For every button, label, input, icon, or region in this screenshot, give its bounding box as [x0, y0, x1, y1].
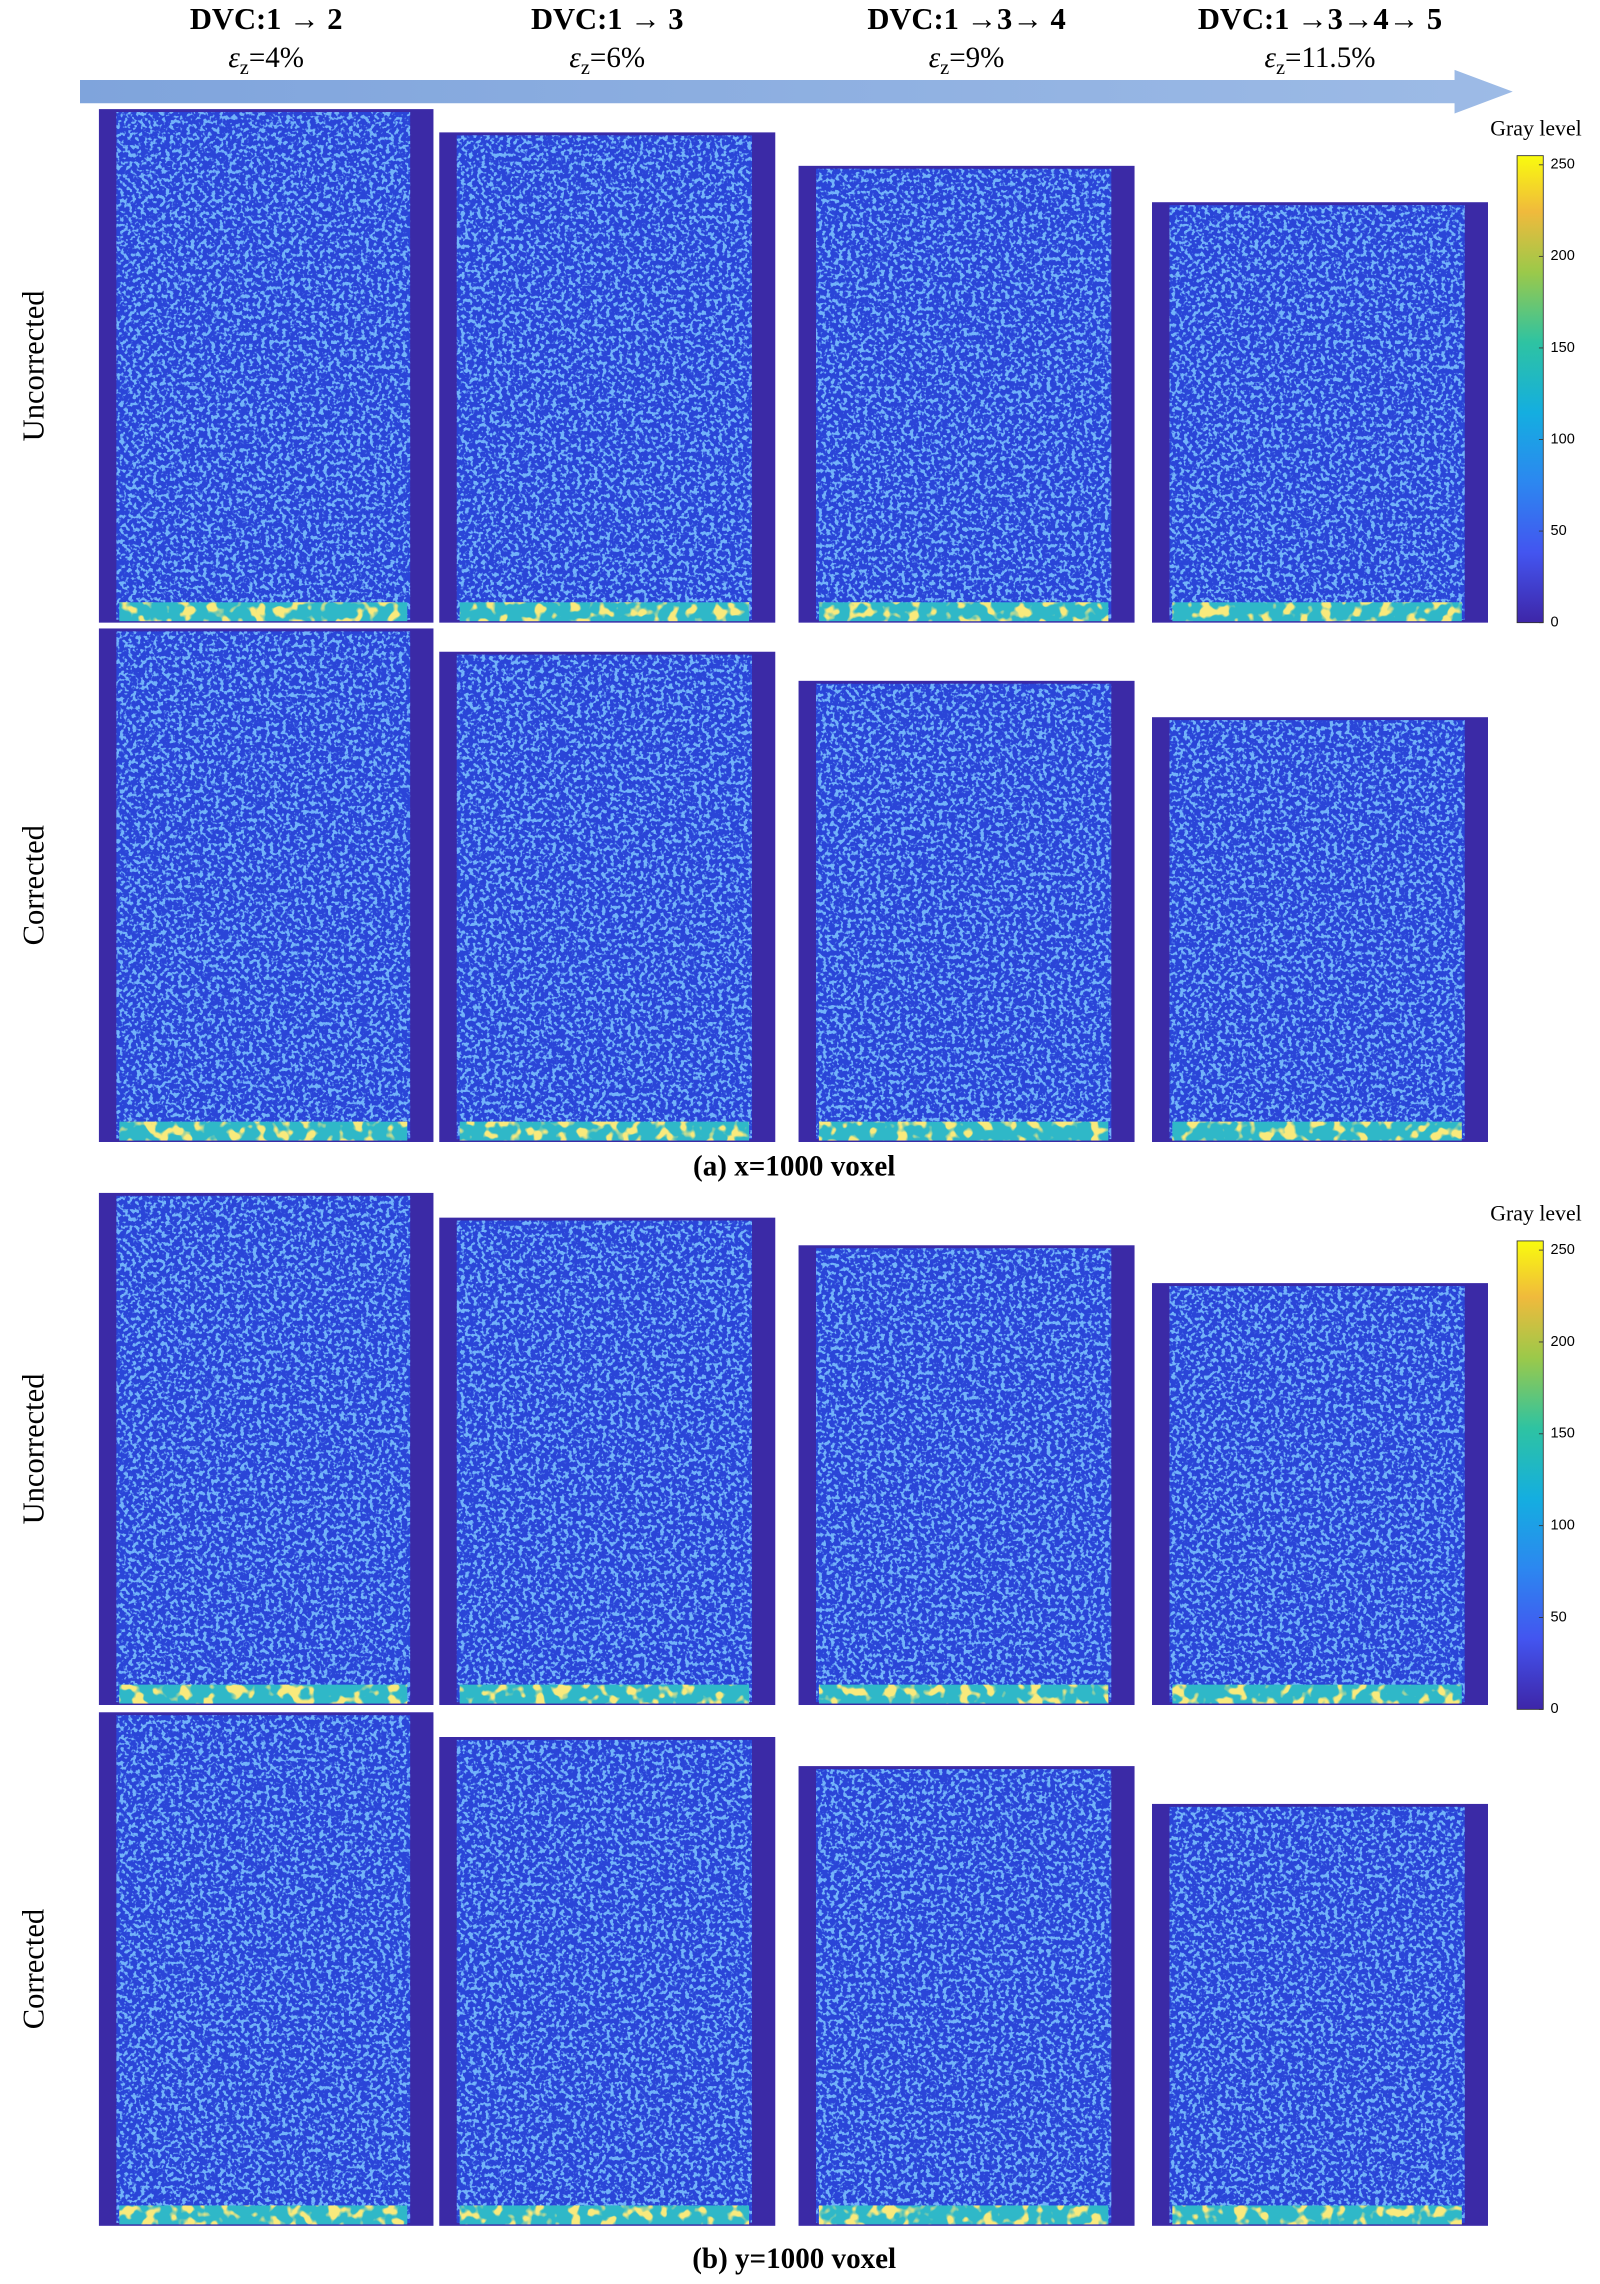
slice-texture — [456, 135, 752, 620]
strain-symbol: ε — [929, 42, 941, 74]
slice-base-texture — [459, 2205, 750, 2225]
slice-texture — [1169, 720, 1465, 1140]
slice-base-texture — [818, 602, 1109, 622]
colorbar-tick-label: 150 — [1551, 1426, 1575, 1442]
slice-base-texture — [119, 1684, 408, 1704]
colorbar — [1516, 1240, 1544, 1710]
slice-texture — [456, 1739, 752, 2223]
slice-texture — [456, 1220, 752, 1703]
column-title: DVC:1 →3→4→ 5 — [1198, 2, 1442, 36]
slice-base-texture — [119, 602, 408, 622]
strain-subscript: z — [1276, 57, 1285, 79]
strain-symbol: ε — [1265, 42, 1277, 74]
colorbar-tick-label: 200 — [1551, 1334, 1575, 1350]
colorbar-label: Gray level — [1490, 1202, 1581, 1226]
strain-subscript: z — [940, 57, 949, 79]
slice-texture — [1169, 1286, 1465, 1703]
strain-subscript: z — [581, 57, 590, 79]
colorbar-label: Gray level — [1490, 116, 1581, 140]
slice-base-texture — [1172, 1684, 1462, 1704]
slice-base-texture — [119, 2205, 408, 2225]
colorbar-tick-label: 200 — [1551, 248, 1575, 264]
slice-texture — [816, 683, 1112, 1140]
slice-texture — [816, 1769, 1112, 2223]
strain-value: =9% — [949, 42, 1004, 74]
colorbar-tick-label: 150 — [1551, 340, 1575, 356]
column-strain: εz=9% — [929, 42, 1005, 79]
progress-arrow — [80, 69, 1513, 114]
strain-value: =11.5% — [1285, 42, 1375, 74]
slice-base-texture — [459, 1684, 750, 1704]
panel-caption: (a) x=1000 voxel — [693, 1150, 895, 1182]
strain-symbol: ε — [228, 42, 240, 74]
colorbar-tick-label: 100 — [1551, 431, 1575, 447]
panel-caption: (b) y=1000 voxel — [692, 2243, 896, 2275]
slice-base-texture — [1172, 2205, 1462, 2225]
strain-symbol: ε — [569, 42, 581, 74]
slice-texture — [816, 168, 1112, 620]
strain-subscript: z — [240, 57, 249, 79]
slice-texture — [116, 631, 411, 1140]
slice-texture — [116, 1715, 411, 2223]
strain-value: =4% — [249, 42, 304, 74]
slice-texture — [1169, 205, 1465, 620]
colorbar-tick-label: 50 — [1551, 523, 1567, 539]
slice-base-texture — [1172, 1121, 1462, 1141]
slice-texture — [116, 112, 411, 620]
colorbar-tick-label: 100 — [1551, 1518, 1575, 1534]
slice-base-texture — [818, 1684, 1109, 1704]
column-title: DVC:1 → 3 — [531, 2, 684, 36]
row-label: Corrected — [17, 825, 51, 945]
slice-texture — [1169, 1806, 1465, 2223]
colorbar-tick-label: 0 — [1551, 1701, 1559, 1717]
slice-base-texture — [818, 2205, 1109, 2225]
row-label: Uncorrected — [17, 1374, 51, 1525]
colorbar — [1516, 155, 1544, 624]
colorbar-tick-label: 250 — [1551, 1242, 1575, 1258]
row-label: Corrected — [17, 1909, 51, 2029]
slice-texture — [816, 1248, 1112, 1703]
colorbar-tick-label: 0 — [1551, 614, 1559, 630]
slice-base-texture — [1172, 602, 1462, 622]
slice-base-texture — [119, 1121, 408, 1141]
column-title: DVC:1 → 2 — [190, 2, 343, 36]
row-label: Uncorrected — [17, 290, 51, 441]
slice-texture — [456, 654, 752, 1140]
strain-value: =6% — [590, 42, 645, 74]
slice-base-texture — [459, 1121, 750, 1141]
slice-base-texture — [818, 1121, 1109, 1141]
colorbar-tick-label: 250 — [1551, 157, 1575, 173]
slice-texture — [116, 1195, 411, 1703]
slice-base-texture — [459, 602, 750, 622]
column-title: DVC:1 →3→ 4 — [867, 2, 1065, 36]
column-strain: εz=6% — [569, 42, 645, 79]
colorbar-tick-label: 50 — [1551, 1609, 1567, 1625]
column-strain: εz=11.5% — [1265, 42, 1376, 79]
column-strain: εz=4% — [228, 42, 304, 79]
